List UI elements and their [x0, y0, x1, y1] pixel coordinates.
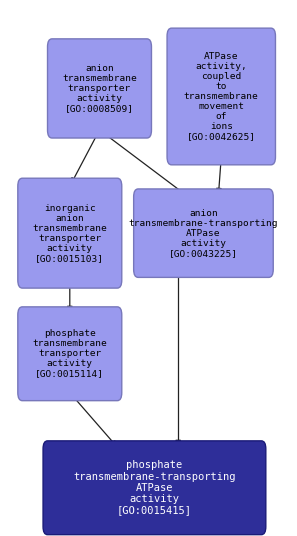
Text: anion
transmembrane-transporting
ATPase
activity
[GO:0043225]: anion transmembrane-transporting ATPase …	[129, 209, 278, 258]
Text: anion
transmembrane
transporter
activity
[GO:0008509]: anion transmembrane transporter activity…	[62, 64, 137, 113]
Text: phosphate
transmembrane-transporting
ATPase
activity
[GO:0015415]: phosphate transmembrane-transporting ATP…	[73, 460, 236, 515]
FancyBboxPatch shape	[134, 189, 273, 278]
Text: phosphate
transmembrane
transporter
activity
[GO:0015114]: phosphate transmembrane transporter acti…	[32, 329, 107, 378]
FancyBboxPatch shape	[48, 39, 151, 138]
FancyBboxPatch shape	[18, 178, 122, 288]
FancyBboxPatch shape	[43, 441, 266, 535]
FancyBboxPatch shape	[18, 307, 122, 401]
Text: ATPase
activity,
coupled
to
transmembrane
movement
of
ions
[GO:0042625]: ATPase activity, coupled to transmembran…	[184, 52, 259, 141]
FancyBboxPatch shape	[167, 28, 275, 165]
Text: inorganic
anion
transmembrane
transporter
activity
[GO:0015103]: inorganic anion transmembrane transporte…	[32, 204, 107, 263]
